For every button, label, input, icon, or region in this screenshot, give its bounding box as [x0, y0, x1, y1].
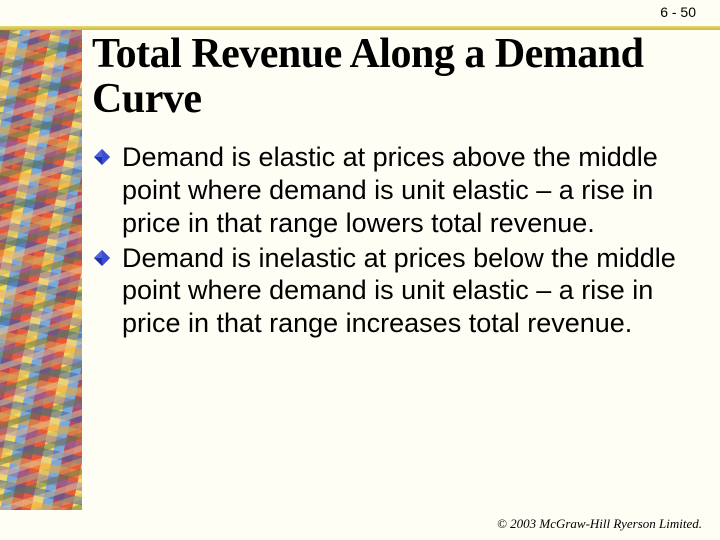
bullet-text: Demand is elastic at prices above the mi… [122, 142, 658, 238]
copyright-text: © 2003 McGraw-Hill Ryerson Limited. [497, 516, 702, 532]
page-number: 6 - 50 [660, 4, 696, 20]
slide-title: Total Revenue Along a Demand Curve [92, 32, 696, 123]
list-item: Demand is inelastic at prices below the … [92, 242, 696, 341]
top-rule [0, 26, 720, 30]
list-item: Demand is elastic at prices above the mi… [92, 141, 696, 240]
diamond-icon [94, 250, 110, 266]
bullet-list: Demand is elastic at prices above the mi… [92, 141, 696, 341]
slide-content: Total Revenue Along a Demand Curve Deman… [92, 32, 696, 512]
sidebar-decorative-image [0, 30, 82, 510]
bullet-text: Demand is inelastic at prices below the … [122, 243, 676, 339]
diamond-icon [94, 149, 110, 165]
